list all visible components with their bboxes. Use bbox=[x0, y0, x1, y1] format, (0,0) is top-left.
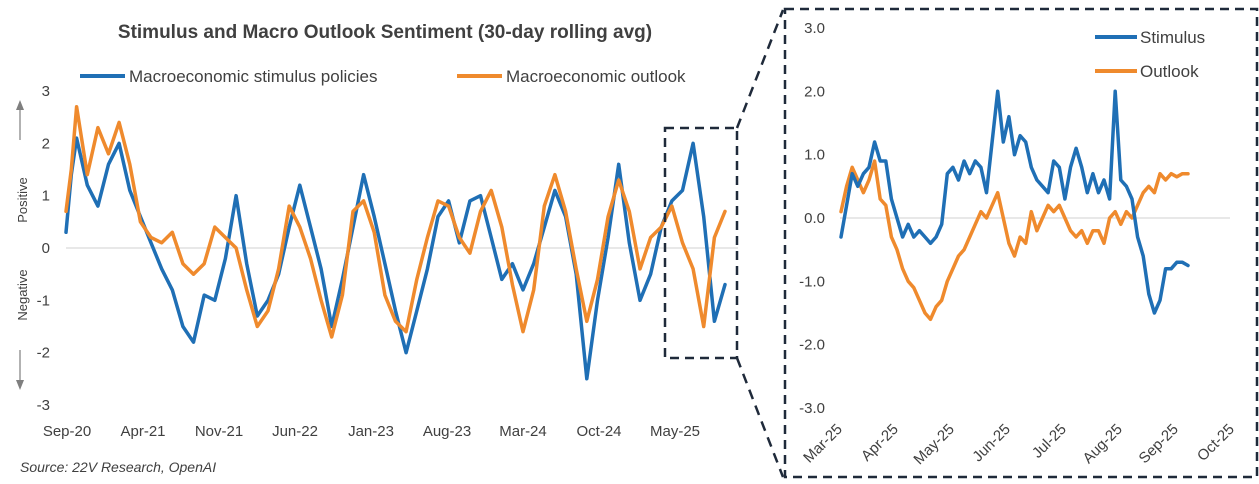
inset-legend-label-stimulus: Stimulus bbox=[1140, 28, 1205, 47]
main-chart: Stimulus and Macro Outlook Sentiment (30… bbox=[15, 9, 785, 478]
positive-label: Positive bbox=[15, 177, 30, 223]
chart-title: Stimulus and Macro Outlook Sentiment (30… bbox=[118, 22, 652, 43]
x-tick-label: Jun-22 bbox=[272, 423, 318, 440]
inset-legend-label-outlook: Outlook bbox=[1140, 62, 1199, 81]
x-tick-label: Sep-20 bbox=[43, 423, 91, 440]
legend: Macroeconomic stimulus policies Macroeco… bbox=[80, 67, 686, 86]
source-note: Source: 22V Research, OpenAI bbox=[20, 459, 216, 475]
y-tick-label: -2.0 bbox=[799, 337, 825, 354]
x-tick-label: Nov-21 bbox=[195, 423, 243, 440]
y-tick-label: -3 bbox=[37, 397, 50, 414]
inset-frame bbox=[783, 7, 1259, 479]
y-tick-label: -2 bbox=[37, 345, 50, 362]
zoom-highlight-box bbox=[663, 126, 739, 360]
y-tick-label: 1.0 bbox=[804, 147, 825, 164]
series-line-outlook bbox=[839, 159, 1190, 322]
series-line-stimulus bbox=[839, 89, 1190, 315]
y-tick-label: 3.0 bbox=[804, 20, 825, 37]
inset-series-lines bbox=[839, 89, 1190, 322]
y-tick-label: 2.0 bbox=[804, 83, 825, 100]
series-line-macroeconomic-outlook bbox=[64, 104, 727, 339]
legend-label-outlook: Macroeconomic outlook bbox=[506, 67, 686, 86]
x-tick-label: May-25 bbox=[650, 423, 700, 440]
y-tick-label: 3 bbox=[42, 83, 50, 100]
series-lines bbox=[64, 104, 727, 381]
x-axis-ticks: Sep-20 Apr-21 Nov-21 Jun-22 Jan-23 Aug-23 Mar-… bbox=[43, 423, 700, 440]
connector-bottom bbox=[735, 357, 785, 478]
x-tick-label: Oct-24 bbox=[576, 423, 621, 440]
x-tick-label: Jan-23 bbox=[348, 423, 394, 440]
inset-legend: Stimulus Outlook bbox=[1095, 28, 1205, 81]
series-line-macroeconomic-stimulus-policies bbox=[64, 136, 727, 381]
legend-label-stimulus: Macroeconomic stimulus policies bbox=[129, 67, 377, 86]
x-tick-label: Apr-21 bbox=[120, 423, 165, 440]
y-tick-label: -1.0 bbox=[799, 273, 825, 290]
x-tick-label: Mar-24 bbox=[499, 423, 547, 440]
x-tick-label: Aug-23 bbox=[423, 423, 471, 440]
y-tick-label: 0.0 bbox=[804, 210, 825, 227]
y-axis-ticks: 3 2 1 0 -1 -2 -3 bbox=[37, 83, 50, 414]
y-tick-label: 0 bbox=[42, 240, 50, 257]
y-axis-label-negative: Negative bbox=[15, 269, 30, 390]
connector-top bbox=[735, 9, 785, 129]
y-tick-label: -3.0 bbox=[799, 400, 825, 417]
y-tick-label: 1 bbox=[42, 188, 50, 205]
inset-y-axis-ticks: 3.0 2.0 1.0 0.0 -1.0 -2.0 -3.0 bbox=[799, 20, 825, 417]
y-axis-label-positive: Positive bbox=[15, 100, 30, 223]
inset-chart: 3.02.01.00.0-1.0-2.0-3.0 Mar-25 Apr-25 May… bbox=[783, 7, 1259, 479]
y-tick-label: 2 bbox=[42, 135, 50, 152]
y-tick-label: -1 bbox=[37, 292, 50, 309]
negative-label: Negative bbox=[15, 269, 30, 320]
